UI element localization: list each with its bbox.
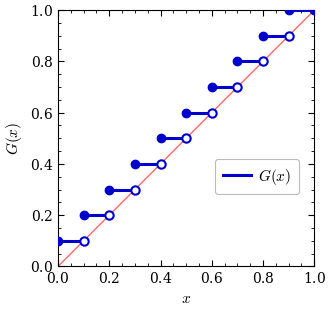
X-axis label: $x$: $x$ xyxy=(181,292,191,306)
Legend: $G(x)$: $G(x)$ xyxy=(215,159,299,194)
Y-axis label: $G(x)$: $G(x)$ xyxy=(4,122,24,155)
